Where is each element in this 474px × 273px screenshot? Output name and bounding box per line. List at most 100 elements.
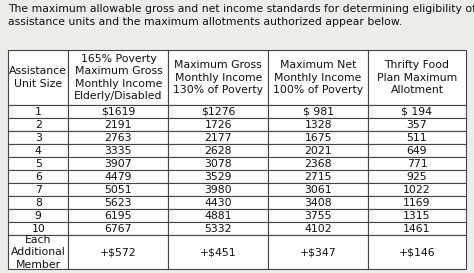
Text: 1461: 1461 xyxy=(403,224,431,234)
Bar xyxy=(268,209,368,222)
Text: 5332: 5332 xyxy=(204,224,232,234)
Text: 925: 925 xyxy=(407,172,427,182)
Bar xyxy=(68,105,168,118)
Text: 4: 4 xyxy=(35,146,42,156)
Text: $ 194: $ 194 xyxy=(401,107,432,117)
Text: 1: 1 xyxy=(35,107,42,117)
Bar xyxy=(268,222,368,235)
Text: 6: 6 xyxy=(35,172,42,182)
Bar xyxy=(8,50,68,105)
Text: 4479: 4479 xyxy=(105,172,132,182)
Text: 3078: 3078 xyxy=(204,159,232,169)
Bar xyxy=(368,118,466,131)
Bar xyxy=(168,105,268,118)
Bar xyxy=(168,144,268,157)
Text: 9: 9 xyxy=(35,211,42,221)
Bar xyxy=(68,144,168,157)
Text: 1726: 1726 xyxy=(204,120,232,130)
Text: 6195: 6195 xyxy=(105,211,132,221)
Text: 649: 649 xyxy=(407,146,427,156)
Bar xyxy=(8,196,68,209)
Bar xyxy=(8,209,68,222)
Text: 2368: 2368 xyxy=(304,159,332,169)
Bar xyxy=(68,118,168,131)
Text: 2: 2 xyxy=(35,120,42,130)
Text: 3408: 3408 xyxy=(304,198,332,208)
Bar xyxy=(368,50,466,105)
Text: 1315: 1315 xyxy=(403,211,431,221)
Text: 1328: 1328 xyxy=(304,120,332,130)
Bar xyxy=(268,183,368,196)
Bar xyxy=(268,157,368,170)
Text: 771: 771 xyxy=(407,159,427,169)
Text: 5623: 5623 xyxy=(105,198,132,208)
Bar xyxy=(8,183,68,196)
Bar xyxy=(68,235,168,269)
Text: $1619: $1619 xyxy=(101,107,136,117)
Bar xyxy=(368,183,466,196)
Text: 3335: 3335 xyxy=(105,146,132,156)
Bar xyxy=(8,144,68,157)
Bar xyxy=(268,50,368,105)
Bar xyxy=(268,170,368,183)
Bar xyxy=(368,170,466,183)
Bar xyxy=(8,105,68,118)
Bar xyxy=(8,131,68,144)
Bar xyxy=(168,196,268,209)
Text: Maximum Gross
Monthly Income
130% of Poverty: Maximum Gross Monthly Income 130% of Pov… xyxy=(173,60,263,95)
Bar xyxy=(168,235,268,269)
Bar xyxy=(368,131,466,144)
Bar xyxy=(368,222,466,235)
Text: 2021: 2021 xyxy=(304,146,332,156)
Text: 3529: 3529 xyxy=(204,172,232,182)
Text: $1276: $1276 xyxy=(201,107,236,117)
Bar xyxy=(68,196,168,209)
Bar xyxy=(368,157,466,170)
Bar xyxy=(168,170,268,183)
Bar xyxy=(168,50,268,105)
Bar xyxy=(8,118,68,131)
Text: 5: 5 xyxy=(35,159,42,169)
Text: 2628: 2628 xyxy=(204,146,232,156)
Text: Maximum Net
Monthly Income
100% of Poverty: Maximum Net Monthly Income 100% of Pover… xyxy=(273,60,363,95)
Text: 4430: 4430 xyxy=(204,198,232,208)
Text: 6767: 6767 xyxy=(105,224,132,234)
Bar xyxy=(368,144,466,157)
Text: 7: 7 xyxy=(35,185,42,195)
Text: +$146: +$146 xyxy=(399,247,435,257)
Bar xyxy=(68,222,168,235)
Text: +$347: +$347 xyxy=(300,247,337,257)
Bar xyxy=(68,131,168,144)
Text: 10: 10 xyxy=(31,224,45,234)
Text: 511: 511 xyxy=(407,133,427,143)
Text: 3980: 3980 xyxy=(204,185,232,195)
Bar xyxy=(268,196,368,209)
Text: 5051: 5051 xyxy=(105,185,132,195)
Bar xyxy=(8,170,68,183)
Text: 2763: 2763 xyxy=(105,133,132,143)
Bar xyxy=(268,131,368,144)
Text: Each
Additional
Member: Each Additional Member xyxy=(11,235,65,269)
Bar xyxy=(8,157,68,170)
Bar xyxy=(68,209,168,222)
Text: 4881: 4881 xyxy=(204,211,232,221)
Bar xyxy=(268,105,368,118)
Text: 3061: 3061 xyxy=(304,185,332,195)
Bar xyxy=(68,170,168,183)
Bar xyxy=(168,131,268,144)
Text: 1022: 1022 xyxy=(403,185,431,195)
Bar xyxy=(168,157,268,170)
Bar xyxy=(268,235,368,269)
Text: 2191: 2191 xyxy=(105,120,132,130)
Bar xyxy=(368,105,466,118)
Bar xyxy=(8,235,68,269)
Bar xyxy=(68,183,168,196)
Bar xyxy=(368,235,466,269)
Text: 1169: 1169 xyxy=(403,198,431,208)
Text: Assistance
Unit Size: Assistance Unit Size xyxy=(9,66,67,89)
Bar xyxy=(8,222,68,235)
Bar xyxy=(168,183,268,196)
Text: 4102: 4102 xyxy=(304,224,332,234)
Bar xyxy=(268,144,368,157)
Text: 3: 3 xyxy=(35,133,42,143)
